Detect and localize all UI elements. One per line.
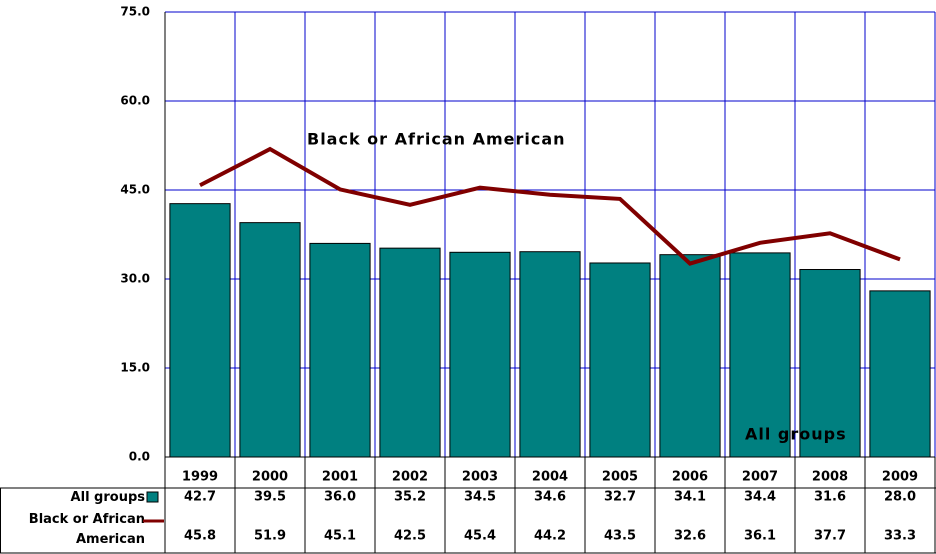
x-tick-label: 2003 [462,470,498,485]
annotation: Black or African American [307,130,566,149]
y-tick-label: 15.0 [120,361,150,375]
legend-entry: Black or African American [28,512,145,547]
data-label: 37.7 [814,529,846,544]
data-label: 31.6 [814,490,846,505]
bar [449,251,511,458]
data-label: 42.7 [184,490,216,505]
data-label: 34.1 [674,490,706,505]
data-label: 34.5 [464,490,496,505]
x-tick-label: 2000 [252,470,288,485]
x-tick-label: 2002 [392,470,428,485]
y-tick-label: 75.0 [120,5,150,19]
x-tick-label: 2005 [602,470,638,485]
legend-label: All groups [70,490,145,505]
line [199,146,901,266]
y-tick-label: 30.0 [120,272,150,286]
data-label: 36.1 [744,529,776,544]
data-label: 44.2 [534,529,566,544]
data-label: 45.8 [184,529,216,544]
bar [729,252,791,458]
data-label: 45.4 [464,529,496,544]
bar [519,251,581,458]
bar [309,242,371,458]
x-tick-label: 2008 [812,470,848,485]
data-label: 34.6 [534,490,566,505]
legend-entry: All groups [70,490,145,505]
y-tick-label: 60.0 [120,94,150,108]
bar [589,262,651,458]
bar [869,290,931,458]
bar [659,254,721,458]
y-tick-label: 45.0 [120,183,150,197]
data-label: 42.5 [394,529,426,544]
data-label: 35.2 [394,490,426,505]
x-tick-label: 2009 [882,470,918,485]
legend-swatch [146,491,159,503]
data-label: 36.0 [324,490,356,505]
data-label: 32.7 [604,490,636,505]
legend-label: Black or African American [28,512,145,547]
x-tick-label: 2004 [532,470,568,485]
annotation: All groups [745,425,847,444]
data-label: 34.4 [744,490,776,505]
data-label: 43.5 [604,529,636,544]
x-tick-label: 2001 [322,470,358,485]
data-label: 33.3 [884,529,916,544]
bar [169,203,231,458]
data-label: 39.5 [254,490,286,505]
data-label: 28.0 [884,490,916,505]
x-tick-label: 2007 [742,470,778,485]
bar [239,222,301,458]
plot: 0.0 15.0 30.0 45.0 60.0 75.0 1999 2000 2001 2002 2… [0,5,936,554]
x-tick-label: 1999 [182,470,218,485]
bar [379,247,441,458]
data-label: 51.9 [254,529,286,544]
data-label: 45.1 [324,529,356,544]
x-tick-label: 2006 [672,470,708,485]
bar [799,269,861,458]
y-tick-label: 0.0 [129,450,150,464]
data-label: 32.6 [674,529,706,544]
